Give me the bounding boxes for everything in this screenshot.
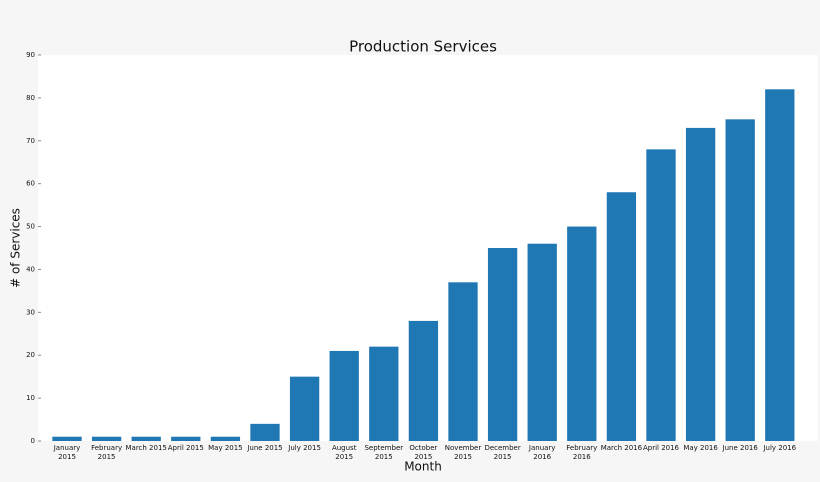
y-axis-label: # of Services	[9, 208, 23, 288]
x-tick-label: August 2015	[331, 444, 357, 461]
bar	[765, 89, 795, 442]
x-tick-label: July 2016	[763, 444, 797, 452]
x-tick-label: September 2015	[364, 444, 404, 461]
bar	[52, 436, 82, 441]
x-tick-label: December 2015	[484, 444, 521, 461]
y-tick-label: 20	[26, 351, 35, 359]
bar	[289, 376, 320, 441]
x-tick-label: May 2015	[208, 444, 243, 452]
bar	[369, 346, 399, 441]
bar	[487, 248, 518, 441]
x-tick-label: January 2016	[528, 444, 556, 461]
bar	[725, 119, 755, 441]
x-tick-label: March 2015	[125, 444, 167, 452]
y-tick-label: 40	[26, 265, 35, 273]
x-tick-label: April 2015	[167, 444, 204, 452]
bar	[685, 127, 716, 442]
y-tick-label: 90	[26, 51, 35, 59]
bar	[131, 436, 161, 441]
bar	[606, 192, 637, 441]
x-axis-label: Month	[404, 460, 442, 474]
bar	[329, 350, 359, 441]
x-tick-label: April 2016	[642, 444, 680, 452]
chart-title: Production Services	[349, 38, 497, 56]
bar	[250, 423, 280, 441]
bar	[91, 436, 122, 441]
y-tick-label: 10	[26, 394, 35, 402]
bar	[448, 282, 478, 441]
x-tick-label: March 2016	[600, 444, 643, 452]
y-tick-label: 70	[26, 137, 35, 145]
x-tick-label: June 2015	[247, 444, 283, 452]
x-tick-label: January 2015	[53, 444, 81, 461]
bar	[210, 436, 241, 441]
y-tick-label: 60	[26, 180, 35, 188]
bar	[171, 436, 201, 441]
x-tick-label: November 2015	[444, 444, 482, 461]
x-tick-label: May 2016	[683, 444, 718, 452]
bar	[567, 226, 597, 441]
y-tick-label: 50	[26, 223, 35, 231]
y-tick-label: 30	[26, 308, 35, 316]
bar	[646, 149, 676, 441]
bar	[527, 243, 557, 441]
x-tick-label: February 2016	[566, 444, 598, 461]
x-tick-label: June 2016	[722, 444, 758, 452]
y-tick-label: 80	[26, 94, 35, 102]
x-tick-label: February 2015	[91, 444, 123, 461]
bar	[408, 320, 439, 441]
x-tick-label: July 2015	[288, 444, 321, 452]
x-tick-label: October 2015	[409, 444, 438, 461]
y-tick-label: 0	[31, 437, 35, 445]
